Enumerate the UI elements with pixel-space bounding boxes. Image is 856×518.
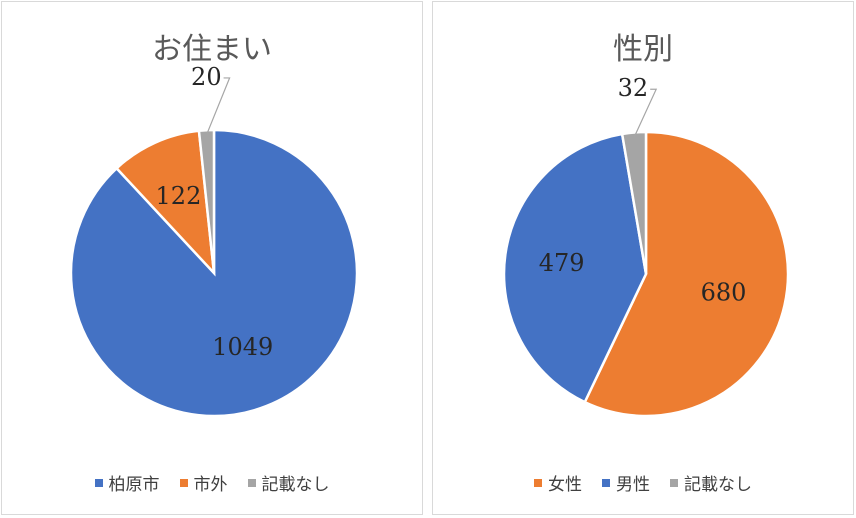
legend-swatch xyxy=(247,478,256,487)
pie-slice xyxy=(620,130,648,275)
legend-swatch xyxy=(534,478,542,487)
legend-label: 市外 xyxy=(193,475,228,495)
pie-chart-residence: 1049 122 20 xyxy=(69,63,359,418)
legend-swatch xyxy=(94,478,103,487)
legend-item: 記載なし xyxy=(670,470,752,495)
chart-title: お住まい xyxy=(152,32,272,67)
data-label: 680 xyxy=(701,279,747,307)
legend-swatch xyxy=(670,478,678,487)
data-label: 479 xyxy=(539,249,585,277)
data-label: 1049 xyxy=(212,333,273,361)
legend-label: 柏原市 xyxy=(108,475,160,495)
legend-label: 男性 xyxy=(616,475,650,495)
chart-panel-residence: お住まい 1049 122 20 柏原市 市外 記載なし xyxy=(1,1,423,515)
legend-item: 女性 xyxy=(534,470,582,495)
pie-slice xyxy=(583,130,790,418)
pie-slice xyxy=(69,128,359,418)
data-label: 122 xyxy=(156,182,202,210)
legend-item: 記載なし xyxy=(247,470,330,495)
data-label: 32 xyxy=(618,74,649,102)
legend-label: 記載なし xyxy=(261,475,330,495)
legend-label: 記載なし xyxy=(684,475,752,495)
legend-item: 柏原市 xyxy=(94,470,160,495)
legend-item: 市外 xyxy=(179,470,228,495)
leader-line xyxy=(206,77,231,135)
legend-label: 女性 xyxy=(548,475,582,495)
pie-slice xyxy=(502,132,648,404)
pie-slice xyxy=(197,128,216,274)
chart-panel-gender: 性別 680 479 32 女性 男性 記載なし xyxy=(432,1,854,515)
leader-line xyxy=(633,88,658,138)
legend-swatch xyxy=(602,478,610,487)
legend-item: 男性 xyxy=(602,470,650,495)
pie-chart-gender: 680 479 32 xyxy=(502,74,790,418)
legend: 柏原市 市外 記載なし xyxy=(2,470,422,495)
data-label: 20 xyxy=(191,63,222,91)
chart-title: 性別 xyxy=(613,32,673,67)
legend: 女性 男性 記載なし xyxy=(433,470,853,495)
legend-swatch xyxy=(179,478,188,487)
pie-slice xyxy=(114,129,216,277)
